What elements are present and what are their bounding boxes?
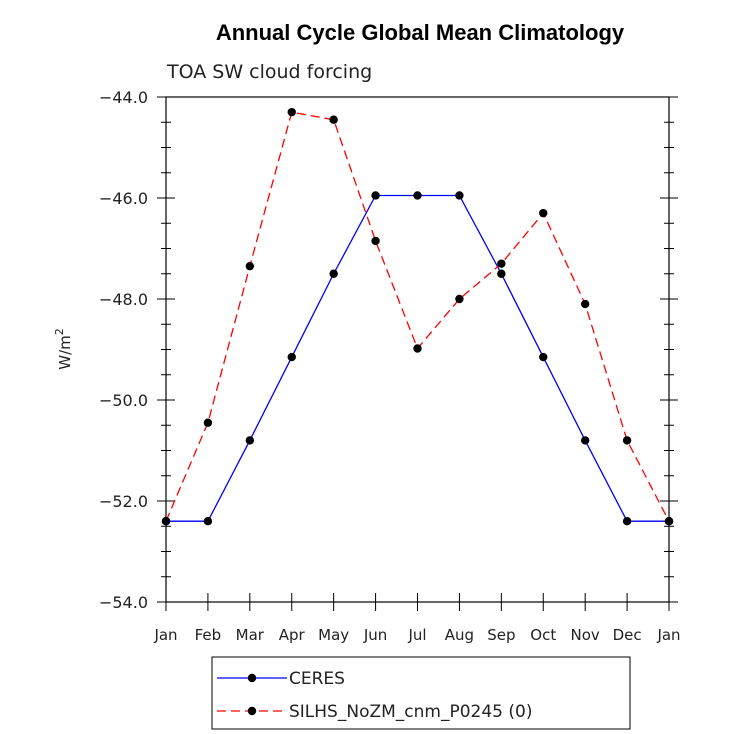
y-axis-label-superscript: 2 — [53, 328, 66, 335]
data-point — [161, 517, 171, 526]
data-point — [664, 517, 674, 526]
legend-marker-1 — [247, 706, 257, 716]
data-point — [455, 191, 464, 200]
data-point — [371, 236, 380, 246]
x-tick-labels: Jan Feb Mar Apr May Jun Jul Aug Sep Oct Nov Dec Jan — [153, 626, 680, 644]
legend-box — [211, 656, 631, 730]
x-tick-label: Dec — [613, 626, 642, 644]
x-tick-label: Jan — [153, 626, 177, 644]
data-point — [203, 418, 213, 427]
data-point — [329, 115, 338, 124]
legend-marker-0 — [247, 673, 257, 683]
data-point — [287, 107, 296, 117]
data-point — [203, 517, 213, 526]
y-tick-label: −52.0 — [99, 492, 148, 511]
data-point — [245, 436, 255, 445]
data-point — [245, 261, 255, 271]
data-point — [371, 191, 380, 200]
data-point — [622, 436, 632, 445]
y-tick-label: −48.0 — [99, 290, 148, 309]
y-tick-label: −44.0 — [99, 88, 148, 107]
data-point — [539, 352, 548, 362]
chart-title: Annual Cycle Global Mean Climatology — [216, 20, 625, 45]
series-line-1 — [165, 111, 670, 522]
data-point — [497, 269, 506, 278]
x-tick-label: Aug — [445, 626, 474, 644]
x-tick-label: Apr — [279, 626, 306, 644]
series-line-0 — [166, 194, 669, 522]
chart-subtitle: TOA SW cloud forcing — [166, 61, 372, 83]
data-point — [580, 299, 590, 309]
data-point — [497, 259, 506, 268]
data-point — [413, 344, 422, 353]
axis-ticks — [157, 96, 678, 611]
x-tick-label: Mar — [236, 626, 265, 644]
x-tick-label: Jan — [656, 626, 680, 644]
data-point — [539, 208, 548, 218]
data-point — [455, 294, 464, 304]
x-tick-label: Sep — [487, 626, 515, 644]
x-tick-label: Nov — [571, 626, 600, 644]
data-point — [287, 352, 296, 362]
x-tick-label: Oct — [530, 626, 556, 644]
y-axis-label: W/m2 — [53, 328, 74, 370]
data-point — [413, 191, 422, 200]
legend: CERES SILHS_NoZM_cnm_P0245 (0) — [217, 669, 532, 722]
y-tick-label: −54.0 — [99, 593, 148, 612]
x-tick-label: Feb — [195, 626, 222, 644]
data-point — [329, 269, 338, 278]
x-tick-label: May — [318, 626, 349, 644]
data-point — [622, 517, 632, 526]
series-layer — [161, 107, 674, 526]
legend-label-0: CERES — [289, 669, 345, 689]
y-tick-label: −46.0 — [99, 189, 148, 208]
x-tick-label: Jul — [407, 626, 426, 644]
y-tick-label: −50.0 — [99, 391, 148, 410]
x-tick-label: Jun — [363, 626, 387, 644]
legend-label-1: SILHS_NoZM_cnm_P0245 (0) — [289, 702, 532, 722]
y-tick-labels: −44.0 −46.0 −48.0 −50.0 −52.0 −54.0 — [99, 88, 148, 612]
data-point — [580, 436, 590, 445]
